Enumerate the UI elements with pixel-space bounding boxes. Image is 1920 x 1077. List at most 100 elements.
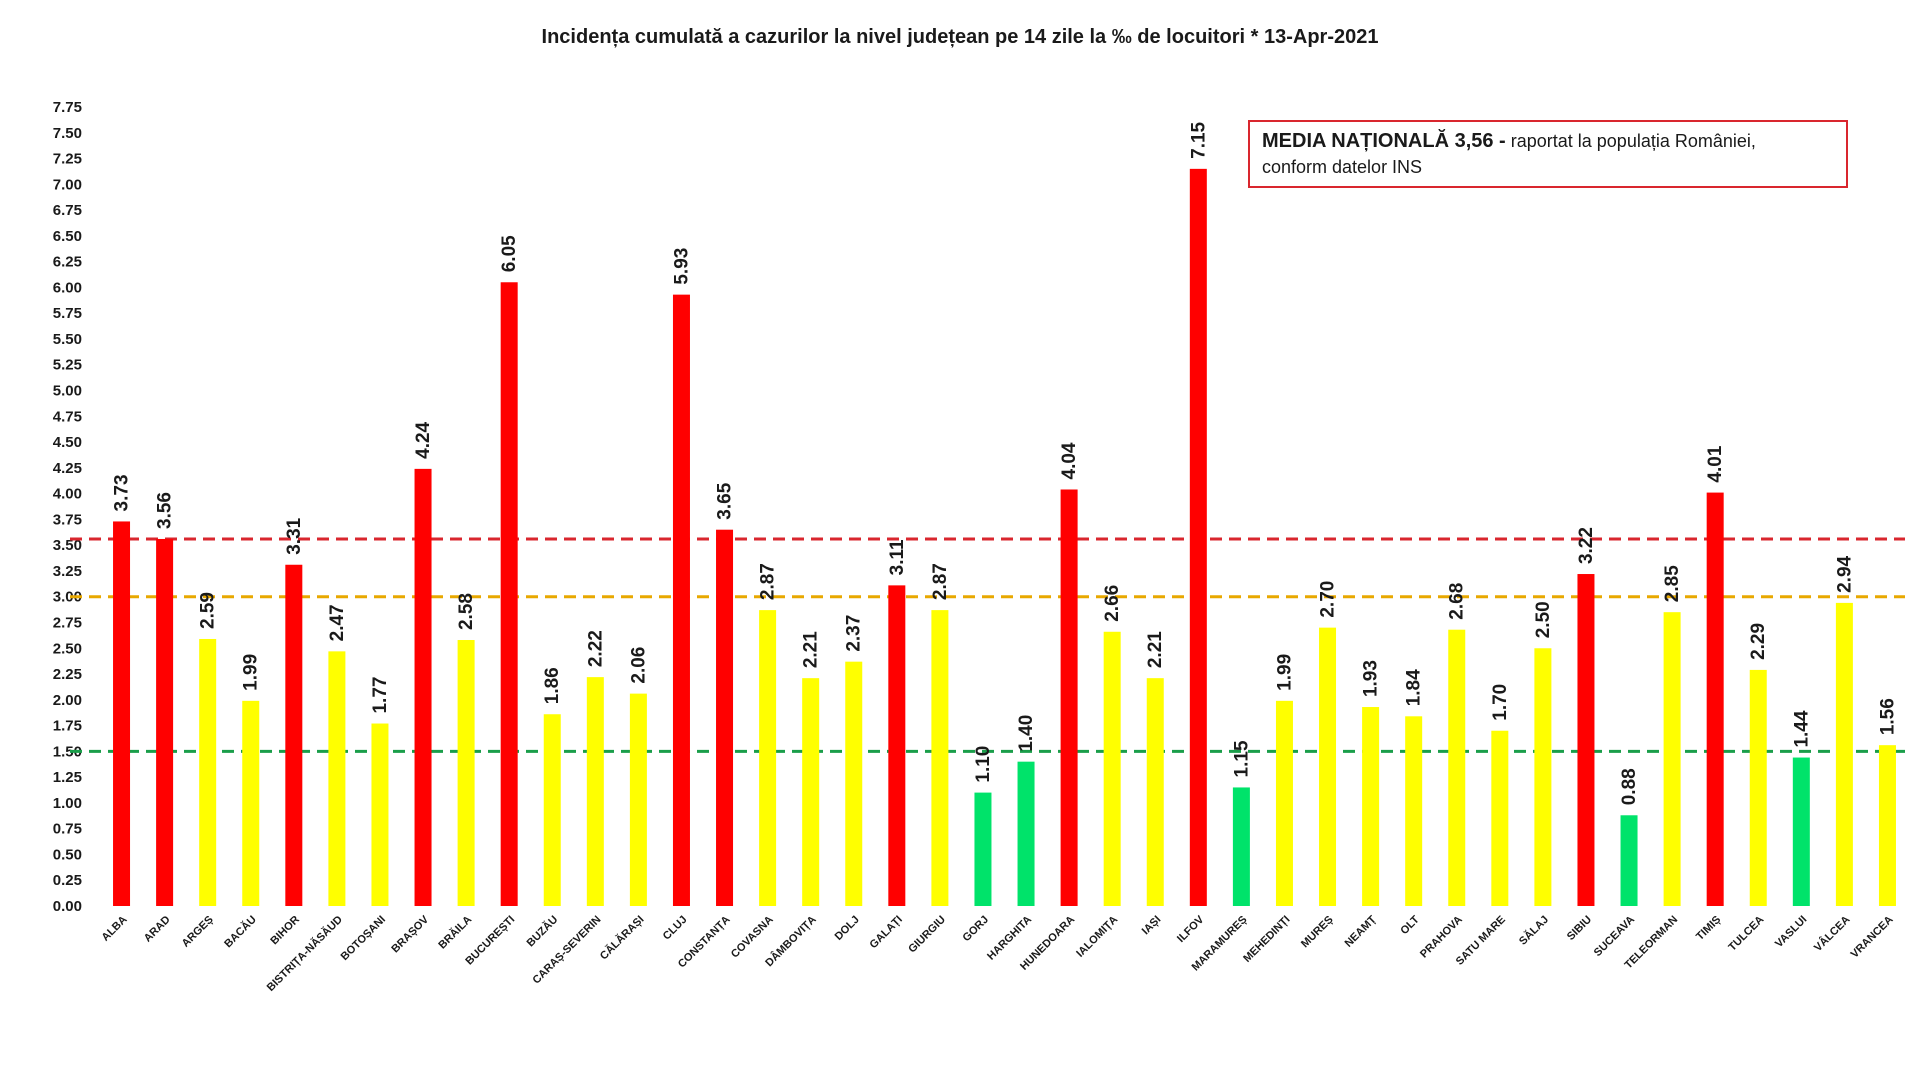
x-tick-label: SUCEAVA	[1592, 914, 1637, 959]
x-tick-label: PRAHOVA	[1418, 914, 1465, 961]
bar	[888, 585, 906, 906]
data-label: 2.58	[456, 593, 477, 630]
y-tick-label: 3.00	[53, 589, 82, 606]
x-tick-label: TIMIȘ	[1694, 914, 1723, 943]
y-tick-label: 5.00	[53, 383, 82, 400]
x-axis: ALBA ARAD ARGEȘ BACĂU BIHORBISTRIȚA-NĂSĂUDBO…	[100, 913, 1896, 994]
x-tick-label: MEHEDINȚI	[1241, 914, 1292, 965]
data-label: 1.99	[241, 654, 262, 691]
data-label: 1.56	[1877, 698, 1898, 735]
data-label: 7.15	[1188, 121, 1209, 158]
note-line2: conform datelor INS	[1262, 157, 1423, 177]
x-tick-label: GIURGIU	[906, 914, 948, 956]
data-label: 1.86	[542, 667, 563, 704]
data-label: 2.47	[327, 604, 348, 641]
x-tick-label: CĂLĂRAȘI	[597, 913, 646, 962]
x-tick-label: IAȘI	[1140, 914, 1164, 938]
data-label: 2.94	[1834, 555, 1855, 592]
y-tick-label: 6.50	[53, 228, 82, 245]
data-label: 3.31	[284, 517, 305, 554]
bar	[1620, 815, 1638, 906]
data-label: 2.21	[801, 631, 822, 668]
bar	[1189, 168, 1207, 907]
bar	[1491, 730, 1509, 906]
bar	[1792, 757, 1810, 906]
bar	[371, 723, 389, 906]
data-label: 2.29	[1748, 623, 1769, 660]
x-tick-label: BIHOR	[268, 914, 302, 948]
data-label: 1.77	[370, 677, 391, 714]
y-tick-label: 1.50	[53, 743, 82, 760]
data-label: 1.93	[1361, 660, 1382, 697]
bar	[1706, 492, 1724, 906]
y-tick-label: 2.50	[53, 640, 82, 657]
value-labels: 3.73 3.56 2.59 1.99 3.31 2.47 1.77 4.24 2.58 6.05…	[112, 121, 1899, 805]
y-tick-label: 3.50	[53, 537, 82, 554]
x-tick-label: GORJ	[961, 914, 992, 945]
y-axis: 0.00 0.25 0.50 0.75 1.00 1.25 1.50 1.75 2.00 2.25…	[53, 99, 82, 915]
x-tick-label: BRĂILA	[436, 913, 475, 952]
y-tick-label: 4.50	[53, 434, 82, 451]
bar	[1060, 489, 1078, 906]
data-label: 2.66	[1102, 585, 1123, 622]
y-tick-label: 7.75	[53, 99, 82, 116]
data-label: 1.40	[1016, 715, 1037, 752]
x-tick-label: VRANCEA	[1849, 914, 1896, 961]
data-label: 1.44	[1791, 710, 1812, 747]
y-tick-label: 4.00	[53, 486, 82, 503]
y-tick-label: 4.25	[53, 460, 82, 477]
bar	[974, 792, 992, 906]
x-tick-label: OLT	[1398, 913, 1422, 937]
x-tick-label: ARAD	[142, 914, 173, 945]
y-tick-label: 6.00	[53, 279, 82, 296]
x-tick-label: BISTRIȚA-NĂSĂUD	[264, 913, 345, 994]
bar	[1103, 631, 1121, 906]
data-label: 1.10	[973, 746, 994, 783]
bar	[629, 693, 647, 906]
y-tick-label: 7.50	[53, 125, 82, 142]
bar	[931, 610, 949, 906]
x-tick-label: DOLJ	[833, 914, 862, 943]
data-label: 3.73	[112, 474, 133, 511]
y-tick-label: 4.75	[53, 408, 82, 425]
bar	[457, 640, 475, 906]
y-tick-label: 3.25	[53, 563, 82, 580]
y-tick-label: 0.75	[53, 821, 82, 838]
data-label: 3.22	[1576, 527, 1597, 564]
note-bold-text: MEDIA NAȚIONALĂ 3,56 -	[1262, 130, 1506, 152]
y-tick-label: 2.75	[53, 614, 82, 631]
y-tick-label: 7.25	[53, 151, 82, 168]
x-tick-label: ILFOV	[1175, 913, 1207, 945]
bar	[1577, 574, 1595, 906]
data-label: 4.04	[1059, 442, 1080, 479]
y-tick-label: 1.00	[53, 795, 82, 812]
x-tick-label: ARGEȘ	[180, 914, 216, 950]
bar	[285, 564, 303, 906]
data-label: 2.59	[198, 592, 219, 629]
x-tick-label: IALOMIȚA	[1074, 914, 1120, 960]
national-average-note: MEDIA NAȚIONALĂ 3,56 - raportat la popul…	[1248, 120, 1848, 188]
x-tick-label: SIBIU	[1565, 914, 1594, 943]
data-label: 2.06	[628, 647, 649, 684]
y-tick-label: 1.75	[53, 718, 82, 735]
x-tick-label: BRAȘOV	[389, 913, 431, 955]
data-label: 3.56	[155, 492, 176, 529]
bar	[156, 538, 174, 906]
y-tick-label: 1.25	[53, 769, 82, 786]
y-tick-label: 0.25	[53, 872, 82, 889]
note-rest-text: raportat la populația României,	[1505, 131, 1756, 151]
x-tick-label: BACĂU	[222, 913, 259, 950]
x-tick-label: BUZĂU	[524, 913, 560, 949]
data-label: 2.22	[585, 630, 606, 667]
data-label: 1.15	[1231, 740, 1252, 777]
bar	[1232, 787, 1250, 906]
bars	[113, 168, 1896, 907]
bar	[1749, 669, 1767, 906]
data-label: 2.68	[1447, 583, 1468, 620]
x-tick-label: VÂLCEA	[1811, 913, 1852, 954]
x-tick-label: GALAȚI	[867, 914, 904, 951]
y-tick-label: 6.75	[53, 202, 82, 219]
data-label: 6.05	[499, 235, 520, 272]
data-label: 3.65	[715, 482, 736, 519]
data-label: 2.87	[758, 563, 779, 600]
